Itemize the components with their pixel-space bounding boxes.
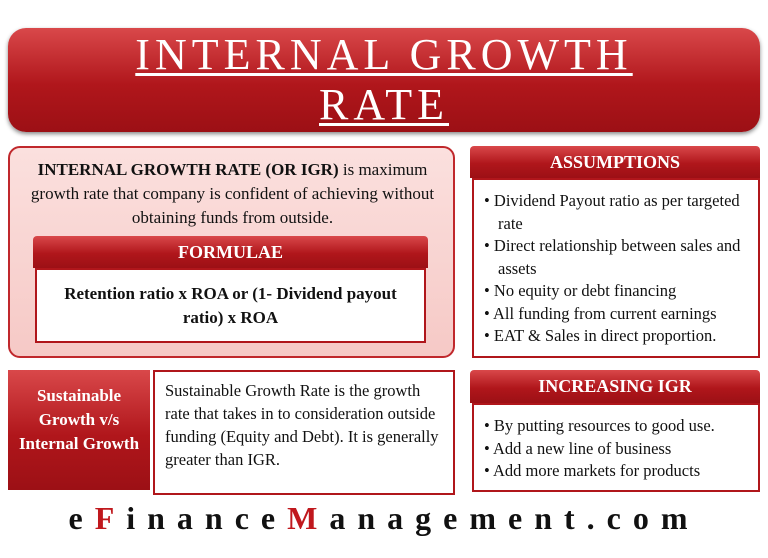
- footer-part: inance: [126, 500, 288, 536]
- comparison-text: Sustainable Growth Rate is the growth ra…: [153, 370, 455, 495]
- footer-part: F: [94, 500, 127, 536]
- footer-part: M: [287, 500, 330, 536]
- assumptions-heading: ASSUMPTIONS: [470, 146, 760, 178]
- assumption: Dividend Payout ratio as per targeted ra…: [484, 190, 752, 235]
- footer-part: e: [68, 500, 95, 536]
- footer-part: anagement.com: [329, 500, 700, 536]
- increasing-item: By putting resources to good use.: [484, 415, 752, 438]
- assumptions-list: Dividend Payout ratio as per targeted ra…: [484, 190, 752, 348]
- increasing-item: Add more markets for products: [484, 460, 752, 483]
- title: INTERNAL GROWTH RATE: [135, 30, 633, 129]
- assumption: All funding from current earnings: [484, 303, 752, 326]
- assumption: No equity or debt financing: [484, 280, 752, 303]
- formulae-heading: FORMULAE: [33, 236, 428, 268]
- increasing-item: Add a new line of business: [484, 438, 752, 461]
- increasing-list: By putting resources to good use.Add a n…: [484, 415, 752, 483]
- comparison-label: Sustainable Growth v/s Internal Growth: [8, 370, 150, 490]
- increasing-box: By putting resources to good use.Add a n…: [472, 403, 760, 492]
- assumption: EAT & Sales in direct proportion.: [484, 325, 752, 348]
- assumptions-box: Dividend Payout ratio as per targeted ra…: [472, 178, 760, 358]
- assumption: Direct relationship between sales and as…: [484, 235, 752, 280]
- definition: INTERNAL GROWTH RATE (OR IGR) is maximum…: [30, 158, 435, 230]
- definition-text: is maximum growth rate that company is c…: [30, 160, 435, 227]
- increasing-heading: INCREASING IGR: [470, 370, 760, 403]
- term: INTERNAL GROWTH RATE (OR IGR): [37, 160, 339, 179]
- footer: eFinanceManagement.com: [0, 500, 768, 537]
- formula: Retention ratio x ROA or (1- Dividend pa…: [35, 268, 426, 343]
- title-banner: INTERNAL GROWTH RATE: [8, 28, 760, 132]
